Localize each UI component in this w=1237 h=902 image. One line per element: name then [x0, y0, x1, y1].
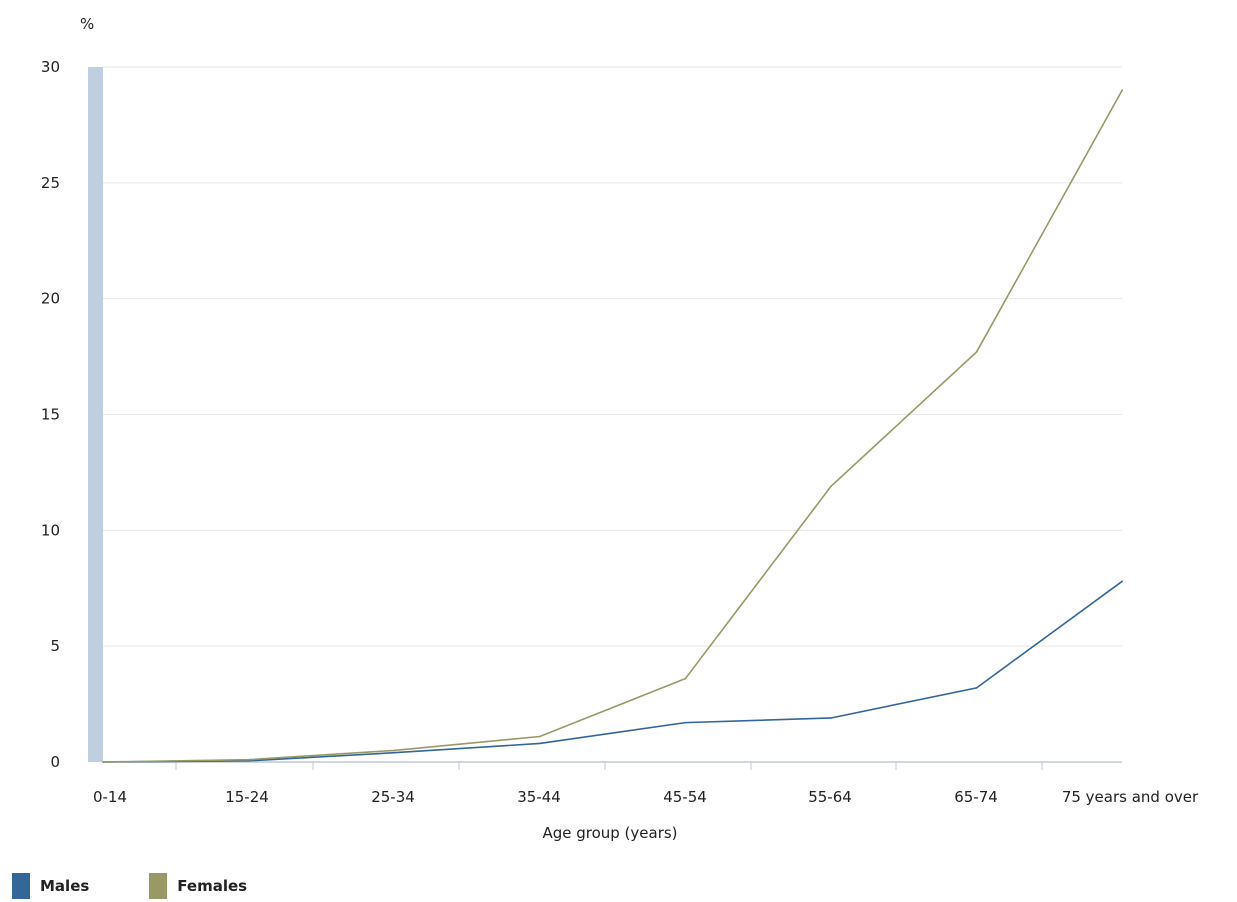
gridlines	[88, 66, 1122, 763]
y-tick-label: 15	[41, 406, 60, 424]
y-axis-band	[88, 67, 103, 762]
data-point-females	[247, 758, 250, 761]
data-point-males	[684, 721, 687, 724]
x-tick-label: 35-44	[517, 788, 561, 806]
data-point-males	[393, 751, 396, 754]
legend-item-females: Females	[149, 873, 247, 899]
x-tick-label: 25-34	[371, 788, 415, 806]
legend-item-males: Males	[12, 873, 89, 899]
y-tick-label: 20	[41, 290, 60, 308]
x-tick-label: 55-64	[808, 788, 852, 806]
data-point-females	[830, 485, 832, 488]
legend-label-males: Males	[40, 877, 90, 895]
y-axis-label: %	[80, 15, 94, 33]
legend: Males Females	[12, 873, 307, 899]
y-tick-label: 10	[41, 521, 60, 539]
y-tick-label: 30	[41, 58, 60, 76]
data-point-males	[539, 742, 541, 745]
legend-label-females: Females	[177, 877, 248, 895]
data-point-females	[1121, 89, 1123, 91]
x-tick-label: 0-14	[93, 788, 127, 806]
legend-swatch-males	[12, 873, 30, 899]
data-point-females	[975, 351, 978, 353]
y-tick-label: 25	[41, 174, 60, 192]
y-tick-label: 0	[50, 753, 60, 771]
line-chart: % 0 5 10 15 20 25 30 0-14 15-24 25-34 35-44 45-54 5…	[41, 15, 1199, 842]
x-axis-label: Age group (years)	[542, 824, 677, 842]
y-tick-labels: 0 5 10 15 20 25 30	[41, 58, 60, 771]
x-tick-labels: 0-14 15-24 25-34 35-44 45-54 55-64 65-74 75 yea…	[93, 788, 1199, 806]
series-lines	[102, 89, 1123, 763]
data-point-males	[975, 687, 978, 689]
x-tick-label: 45-54	[663, 788, 707, 806]
x-ticks	[175, 762, 1043, 770]
data-point-females	[684, 677, 687, 680]
y-tick-label: 5	[50, 637, 60, 655]
legend-swatch-females	[149, 873, 168, 899]
x-tick-label: 65-74	[954, 788, 998, 806]
series-line-males	[102, 580, 1123, 763]
data-point-females	[393, 749, 396, 752]
data-point-females	[539, 735, 541, 738]
x-tick-label: 15-24	[225, 788, 269, 806]
data-point-males	[830, 717, 832, 719]
x-tick-label: 75 years and over	[1062, 788, 1199, 806]
data-point-females	[102, 761, 104, 763]
data-point-males	[1121, 580, 1123, 583]
series-line-females	[102, 89, 1123, 763]
